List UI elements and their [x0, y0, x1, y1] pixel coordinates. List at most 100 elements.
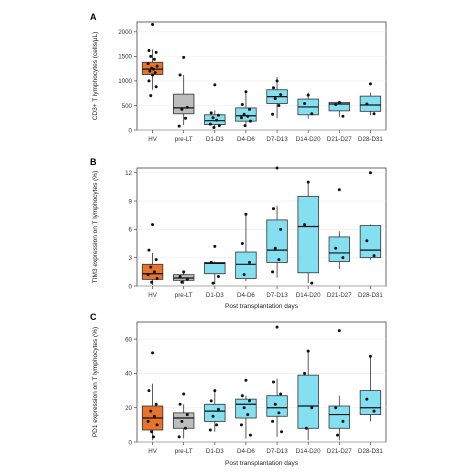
panel-a-data-point [185, 105, 189, 109]
panel-c-y-axis-label: PD1 expression on T lymphocytes (%) [92, 327, 99, 437]
panel-b-y-tick-label: 3 [129, 255, 133, 262]
panel-c-data-point [334, 406, 338, 410]
panel-b-label: B [90, 157, 97, 167]
panel-b-data-point [303, 223, 307, 227]
panel-c-data-point [150, 430, 154, 434]
panel-a-data-point [212, 126, 216, 130]
panel-a-box-d14-d20 [297, 92, 319, 119]
panel-a-data-point [149, 54, 153, 58]
panel-a-data-point [275, 79, 279, 83]
panel-c-iqr-box [328, 405, 350, 429]
panel-c-data-point [337, 329, 341, 333]
panel-b-data-point [147, 248, 151, 252]
panel-a-box-d1-d3 [204, 83, 226, 130]
panel-b-data-point [211, 281, 215, 285]
panel-a-x-tick-label-pre-lt: pre-LT [175, 136, 193, 143]
panel-c-x-tick-label-d21-d27: D21-D27 [327, 448, 352, 455]
panel-b-data-point [240, 242, 244, 246]
panel-b-iqr-box [141, 263, 164, 280]
panel-b-data-point [271, 270, 275, 274]
panel-c-data-point [208, 428, 212, 432]
panel-c-iqr-box [204, 403, 226, 422]
panel-b-data-point [334, 246, 338, 250]
panel-a-data-point [151, 73, 155, 77]
panel-b-box-d28-d31 [359, 171, 382, 260]
panel-c-box-d7-d13 [266, 325, 288, 437]
panel-b-iqr-box [235, 251, 257, 279]
panel-a-data-point [183, 116, 187, 120]
panel-a-data-point [211, 116, 215, 120]
panel-a-data-point [368, 82, 372, 86]
panel-b-data-point [216, 275, 220, 279]
panel-b-iqr-box [266, 219, 288, 263]
panel-a-x-tick-label-d21-d27: D21-D27 [327, 136, 352, 143]
panel-a-data-point [177, 124, 181, 128]
panel-c-data-point [240, 394, 244, 398]
panel-a-data-point [334, 102, 338, 106]
panel-b-y-axis-label: TIM3 expression on T lymphocytes (%) [92, 171, 99, 283]
panel-c-data-point [365, 397, 369, 401]
panel-a-box-d4-d6 [235, 90, 257, 128]
panel-c-data-point [280, 430, 284, 434]
panel-b-iqr-box [328, 236, 350, 262]
panel-c-x-tick-label-d28-d31: D28-D31 [358, 448, 383, 455]
panel-c-box-d4-d6 [235, 378, 257, 439]
panel-a-data-point [248, 107, 252, 111]
panel-c-x-tick-label-d14-d20: D14-D20 [296, 448, 321, 455]
panel-b-data-point [310, 281, 314, 285]
panel-a-data-point [277, 103, 281, 107]
panel-b-data-point [151, 223, 155, 227]
panel-c-data-point [149, 409, 153, 413]
panel-b-x-tick-label-d21-d27: D21-D27 [327, 292, 352, 299]
panel-a-label: A [90, 12, 97, 22]
panel-a-data-point [337, 101, 341, 105]
panel-b-data-point [248, 260, 252, 264]
panel-c-data-point [151, 435, 155, 439]
panel-a-data-point [208, 122, 212, 126]
panel-b-x-tick-label-d7-d13: D7-D13 [266, 292, 288, 299]
panel-a-data-point [271, 112, 275, 116]
panel-c-data-point [180, 419, 184, 423]
panel-a-x-tick-label-d1-d3: D1-D3 [206, 136, 224, 143]
panel-b-data-point [185, 277, 189, 281]
panel-a-iqr-box [173, 93, 195, 115]
panel-a-data-point [180, 107, 184, 111]
panel-c-data-point [213, 389, 217, 393]
panel-c: C PD1 expression on T lymphocytes (%) Po… [90, 312, 387, 467]
panel-c-box-hv [141, 351, 164, 441]
panel-a-data-point [154, 50, 158, 54]
panel-b-data-point [273, 246, 277, 250]
panel-a-data-point [240, 102, 244, 106]
panel-c-iqr-box [359, 390, 382, 415]
panel-b-y-tick-label: 6 [129, 227, 133, 234]
panel-c-data-point [244, 378, 248, 382]
panel-c-data-point [248, 433, 252, 437]
panel-c-data-point [304, 426, 308, 430]
panel-a-data-point [151, 67, 155, 71]
panel-a-box-d28-d31 [359, 82, 382, 116]
panel-a-data-point [372, 112, 376, 116]
panel-a-data-point [182, 55, 186, 59]
panel-c-data-point [182, 392, 186, 396]
panel-c-data-point [146, 419, 150, 423]
panel-a-x-tick-label-hv: HV [148, 136, 157, 143]
panel-c-data-point [147, 389, 151, 393]
panel-a-data-point [213, 83, 217, 87]
panel-a-iqr-box [235, 107, 257, 122]
panel-a-x-tick-label-d14-d20: D14-D20 [296, 136, 321, 143]
panel-a-iqr-box [204, 114, 226, 125]
panel-b-x-tick-label-d14-d20: D14-D20 [296, 292, 321, 299]
panel-a-data-point [155, 64, 159, 68]
panel-a-data-point [216, 113, 220, 117]
panel-c-data-point [246, 413, 250, 417]
panel-b-data-point [372, 254, 376, 258]
panel-a-data-point [147, 48, 151, 52]
panel-b-data-point [150, 280, 154, 284]
panel-b-data-point [242, 273, 246, 277]
panel-a-data-point [248, 119, 252, 123]
panel-c-y-tick-label: 0 [129, 439, 133, 446]
panel-c-data-point [152, 414, 156, 418]
panel-b-data-point [178, 275, 182, 279]
